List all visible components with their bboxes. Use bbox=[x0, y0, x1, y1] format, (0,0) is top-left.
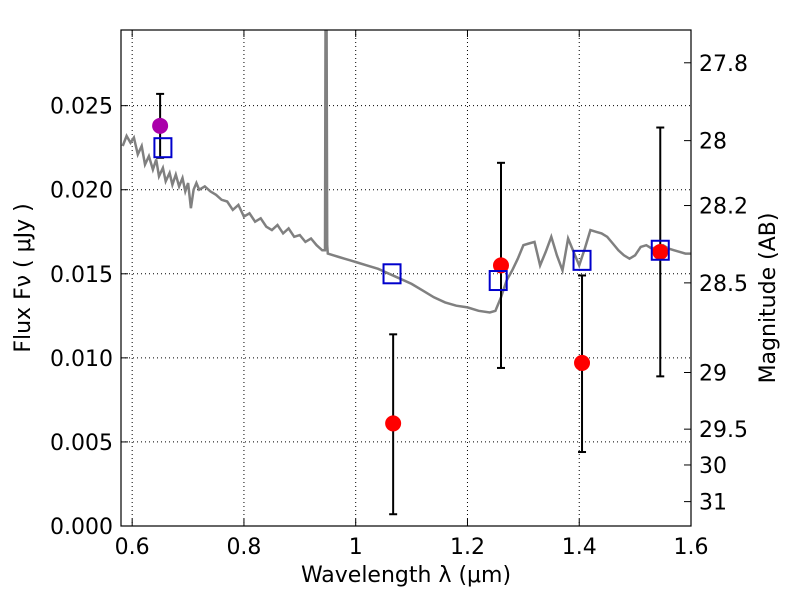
y2-tick-label: 28.5 bbox=[699, 272, 748, 297]
y2-tick-label: 29 bbox=[699, 361, 727, 386]
y2-tick-label: 28.2 bbox=[699, 195, 748, 220]
observed-point bbox=[574, 354, 591, 371]
x-axis-label: Wavelength λ (μm) bbox=[301, 563, 511, 588]
y2-axis-label: Magnitude (AB) bbox=[756, 213, 781, 384]
y-tick-label: 0.015 bbox=[50, 263, 113, 288]
x-tick-label: 0.8 bbox=[226, 535, 261, 560]
synthetic-point bbox=[488, 270, 508, 292]
observed-point bbox=[385, 415, 402, 432]
y-axis-label: Flux Fν ( μJy ) bbox=[11, 203, 36, 352]
synthetic-point bbox=[650, 239, 670, 261]
synthetic-points-layer bbox=[153, 137, 670, 292]
x-tick-label: 0.6 bbox=[115, 535, 150, 560]
model-spectrum-layer bbox=[121, 30, 691, 314]
y2-tick-label: 31 bbox=[699, 491, 727, 516]
axes-layer: 0.6 0.8 1 1.2 1.4 1.6 0.000 0.005 0.010 0.015 0.02… bbox=[50, 29, 748, 560]
y2-tick-label: 29.5 bbox=[699, 418, 748, 443]
model-spectrum-line bbox=[121, 30, 691, 314]
y-tick-label: 0.005 bbox=[50, 431, 113, 456]
y-tick-label: 0.025 bbox=[50, 95, 113, 120]
x-tick-label: 1.2 bbox=[450, 535, 485, 560]
error-bars-layer bbox=[156, 92, 665, 516]
axis-labels-layer: Wavelength λ (μm) Flux Fν ( μJy ) Magnit… bbox=[11, 203, 781, 588]
x-tick-label: 1.6 bbox=[674, 535, 709, 560]
observed-point bbox=[493, 257, 509, 274]
synthetic-point bbox=[382, 263, 402, 285]
y-tick-label: 0.020 bbox=[50, 179, 113, 204]
observed-point bbox=[152, 117, 169, 134]
observed-point bbox=[652, 243, 669, 260]
plot-frame bbox=[120, 29, 692, 527]
x-tick-label: 1.4 bbox=[562, 535, 597, 560]
synthetic-point bbox=[153, 137, 173, 159]
x-tick-label: 1 bbox=[349, 535, 363, 560]
y2-tick-label: 27.8 bbox=[699, 52, 748, 77]
y-tick-label: 0.010 bbox=[50, 347, 113, 372]
observed-points-layer bbox=[152, 117, 669, 432]
y2-tick-label: 30 bbox=[699, 454, 727, 479]
y2-tick-label: 28 bbox=[699, 130, 727, 155]
synthetic-point bbox=[572, 249, 592, 271]
y-tick-label: 0.000 bbox=[50, 515, 113, 540]
grid-lines bbox=[121, 30, 692, 527]
